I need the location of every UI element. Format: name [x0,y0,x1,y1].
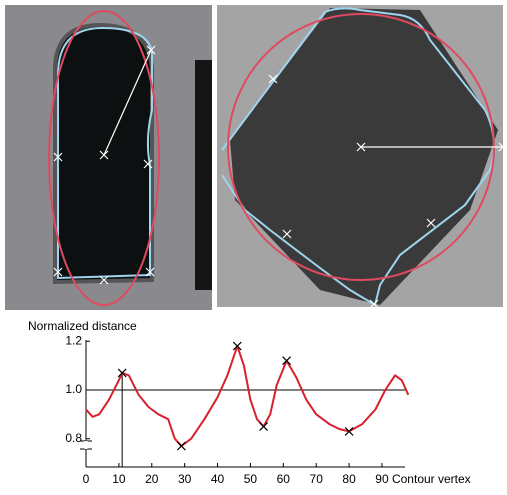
x-tick-label: 50 [244,472,258,486]
x-tick-label: 0 [83,472,90,486]
y-tick-label: 0.8 [65,431,82,445]
x-tick-label: 30 [178,472,192,486]
marker [177,442,185,450]
left-photo [5,5,212,310]
data-line [86,346,408,446]
x-tick-label: 80 [342,472,356,486]
x-tick-label: 20 [145,472,159,486]
y-tick-label: 1.0 [65,382,82,396]
x-tick-label: 60 [277,472,291,486]
x-tick-label: 90 [375,472,389,486]
x-tick-label: 40 [211,472,225,486]
x-axis-label: Contour vertex [392,472,471,486]
x-tick-label: 70 [310,472,324,486]
x-tick-label: 10 [112,472,126,486]
marker [260,423,268,431]
figure: Normalized distance 0.8 1.0 1.2 0 10 20 30 40 50… [0,0,507,490]
y-axis-label: Normalized distance [28,319,137,333]
right-photo [217,5,507,308]
y-tick-label: 1.2 [65,333,82,347]
marker [283,357,291,365]
